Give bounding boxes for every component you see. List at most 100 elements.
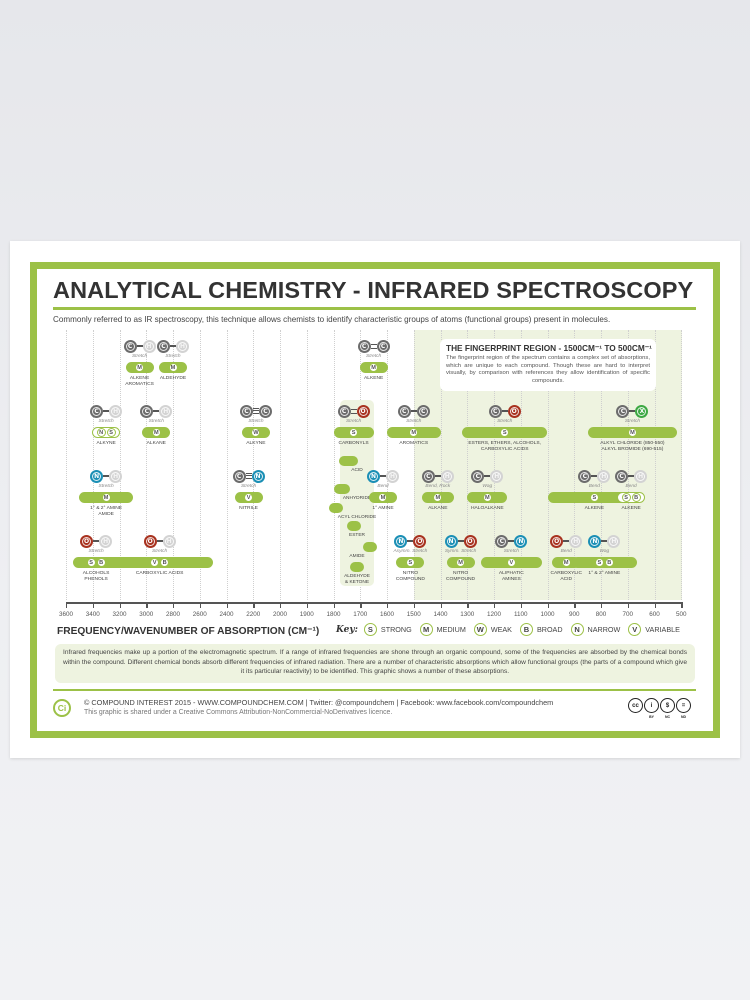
double-bond-icon xyxy=(370,343,377,349)
intensity-badge: V xyxy=(244,493,254,502)
vibration-type: Bend xyxy=(588,484,600,489)
vibration-type: Stretch xyxy=(240,484,257,489)
intensity-badge: B xyxy=(604,558,614,567)
absorption-group: C O Stretch S ESTERS, ETHERS, ALCOHOLS, CARBO… xyxy=(461,404,548,453)
oxygen-atom-icon: O xyxy=(80,534,94,548)
absorption-group: C H Stretch M ALDEHYDE xyxy=(143,339,203,382)
intensity-badge: N xyxy=(96,428,106,437)
carbon-atom-icon: C xyxy=(157,339,170,353)
carbonyl-subrange-label: AMIDE xyxy=(349,554,365,559)
axis-tick xyxy=(387,602,389,608)
axis-tick-label: 3200 xyxy=(112,611,127,618)
single-bond-icon xyxy=(103,410,110,412)
carbon-atom-icon: C xyxy=(239,404,253,418)
poster-title: ANALYTICAL CHEMISTRY - INFRARED SPECTROS… xyxy=(53,277,694,303)
single-bond-icon xyxy=(379,475,386,477)
key-broad-label: BROAD xyxy=(536,625,563,634)
single-bond-icon xyxy=(136,345,143,347)
frequency-axis xyxy=(66,602,682,604)
axis-tick xyxy=(306,602,309,608)
grid-line xyxy=(92,330,94,600)
hydrogen-atom-icon: H xyxy=(607,534,621,548)
cc-sublabel: NC xyxy=(664,715,671,719)
absorption-group: C H Stretch N S ALKYNE xyxy=(76,404,136,447)
absorption-range-bar: M xyxy=(587,427,678,438)
functional-group-label: ALDEHYDE xyxy=(159,376,187,381)
functional-group-label: ALKANE xyxy=(146,441,166,446)
grid-line xyxy=(66,330,67,600)
nitrogen-atom-icon: N xyxy=(90,469,104,483)
axis-tick xyxy=(654,602,656,608)
grid-line xyxy=(601,330,602,600)
intensity-badge: M xyxy=(369,363,379,372)
functional-group-label: 1° & 2° AMINE xyxy=(588,571,621,576)
axis-tick xyxy=(547,602,549,608)
creative-commons-icons: cc i BY $ NC = ND xyxy=(628,698,691,719)
axis-tick-label: 1100 xyxy=(513,611,528,618)
single-bond-icon xyxy=(103,475,110,477)
absorption-group: O H Stretch S B ALCOHOLS PHENOLS xyxy=(66,534,126,583)
absorption-range-bar: M xyxy=(467,492,508,503)
axis-title: FREQUENCY/WAVENUMBER OF ABSORPTION (CM⁻¹… xyxy=(57,626,320,637)
carbon-atom-icon: C xyxy=(258,404,272,418)
carbon-atom-icon: C xyxy=(488,404,502,418)
grid-line xyxy=(440,330,442,600)
nitrogen-atom-icon: N xyxy=(251,469,265,483)
vibration-type: Stretch xyxy=(497,419,513,424)
axis-tick-label: 1700 xyxy=(353,611,368,618)
single-bond-icon xyxy=(156,540,163,542)
nitrogen-atom-icon: N xyxy=(588,534,602,548)
intensity-badge: B xyxy=(160,558,170,567)
intensity-badge: S xyxy=(405,558,415,567)
intensity-badge: M xyxy=(101,493,111,502)
nd-glyph: = xyxy=(681,702,686,709)
vibration-type: Stretch xyxy=(148,419,164,424)
intensity-badge: M xyxy=(135,363,145,372)
carbon-atom-icon: C xyxy=(337,404,351,418)
triple-bond-icon xyxy=(252,408,259,414)
fingerprint-info-box: THE FINGERPRINT REGION - 1500CM⁻¹ TO 500… xyxy=(440,339,656,391)
key-title: Key: xyxy=(336,624,358,635)
absorption-range-bar: S xyxy=(547,492,642,503)
carbon-atom-icon: C xyxy=(140,404,154,418)
vibration-type: Stretch xyxy=(131,354,148,359)
grid-line xyxy=(199,330,201,600)
functional-group-label: 1° AMINE xyxy=(372,506,394,511)
absorption-group: C H Stretch M ALKENE AROMATICS xyxy=(110,339,170,388)
axis-tick-label: 3600 xyxy=(58,611,73,618)
carbon-atom-icon: C xyxy=(90,404,104,418)
title-divider xyxy=(53,307,696,310)
axis-tick-label: 800 xyxy=(595,611,607,618)
single-bond-icon xyxy=(410,410,417,412)
functional-group-label: ESTERS, ETHERS, ALCOHOLS, CARBOXYLIC ACID… xyxy=(468,441,541,452)
hydrogen-atom-icon: H xyxy=(142,339,156,353)
functional-group-label: ALKYNE xyxy=(96,441,116,446)
grid-line xyxy=(574,330,576,600)
axis-tick-label: 1000 xyxy=(540,611,555,618)
absorption-group: C N Stretch V NITRILE xyxy=(219,469,279,512)
key-broad-badge: B xyxy=(519,623,533,636)
carbonyl-subrange-bar xyxy=(349,562,364,572)
carbon-atom-icon: C xyxy=(421,469,435,483)
triple-bond-icon xyxy=(245,473,252,479)
intensity-badge: W xyxy=(251,428,261,437)
axis-tick-label: 3000 xyxy=(139,611,154,618)
info-paragraph: Infrared frequencies make up a portion o… xyxy=(55,644,695,683)
absorption-group: C C Stretch W ALKYNE xyxy=(226,404,286,447)
intensity-badge: S xyxy=(86,558,96,567)
credits-text: © COMPOUND INTEREST 2015 - WWW.COMPOUNDC… xyxy=(84,698,554,707)
carbonyl-subrange-bar xyxy=(346,521,361,531)
hydrogen-atom-icon: H xyxy=(634,469,648,483)
functional-group-label: NITRO COMPOUND xyxy=(395,571,425,582)
absorption-group: N H Stretch M 1° & 2° AMINE AMIDE xyxy=(76,469,136,518)
functional-group-label: NITRO COMPOUND xyxy=(446,571,476,582)
